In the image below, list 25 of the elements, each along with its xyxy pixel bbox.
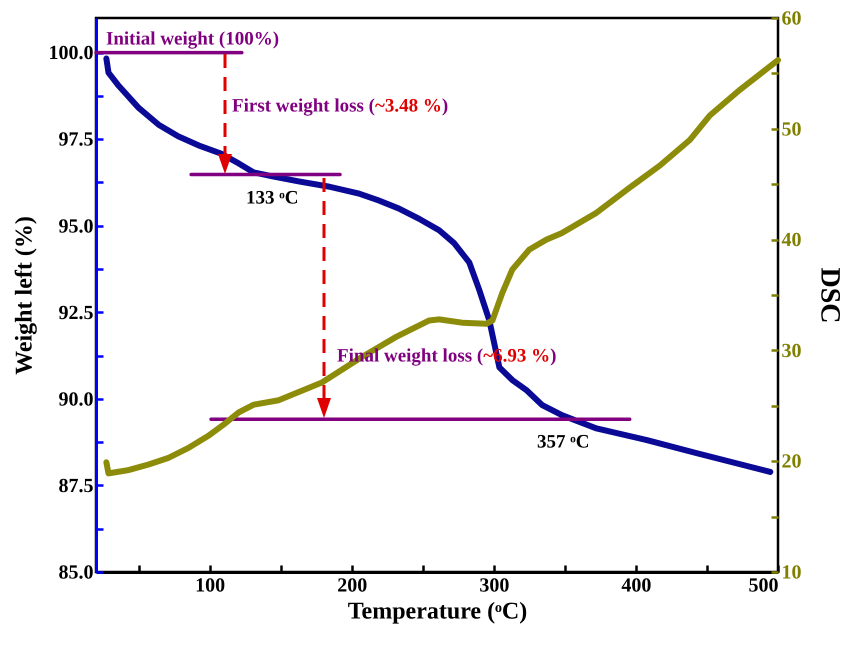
y-tick-label: 87.5 [58, 474, 94, 497]
annotation: Initial weight (100%) [106, 28, 280, 50]
annotation: First weight loss (~3.48 %) [232, 96, 448, 116]
y-tick-label: 95.0 [58, 215, 94, 238]
y2-tick-label: 30 [782, 340, 802, 362]
x-tick-label: 100 [195, 574, 226, 596]
annotation: 357 ᵒC [537, 432, 590, 452]
annotation: 133 ᵒC [246, 188, 298, 208]
x-tick-label: 300 [479, 574, 510, 596]
y-tick-label: 92.5 [58, 302, 94, 324]
x-tick-label: 200 [337, 574, 368, 596]
y2-tick-label: 20 [782, 450, 802, 473]
y-axis-title: Weight left (%) [12, 216, 38, 375]
y-tick-label: 85.0 [58, 562, 94, 584]
y2-axis-title: DSC [814, 267, 846, 324]
y2-tick-label: 10 [782, 562, 802, 584]
y-tick-label: 100.0 [48, 42, 94, 64]
x-tick-label: 400 [621, 574, 652, 596]
y2-tick-label: 40 [782, 229, 802, 252]
y2-tick-label: 60 [782, 8, 802, 30]
x-tick-label: 500 [748, 574, 778, 596]
y2-tick-label: 50 [782, 118, 802, 140]
x-axis-title: Temperature (ᵒC) [348, 598, 528, 624]
y-tick-label: 97.5 [58, 128, 94, 151]
y-tick-label: 90.0 [58, 388, 94, 410]
